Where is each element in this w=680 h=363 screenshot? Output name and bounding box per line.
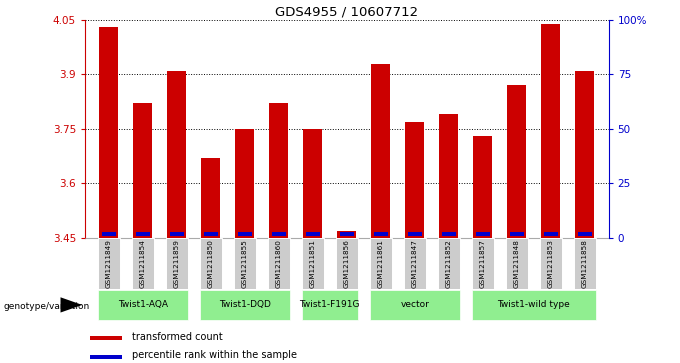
Text: GSM1211857: GSM1211857: [480, 239, 486, 287]
Bar: [541, 24, 560, 238]
Text: vector: vector: [401, 300, 429, 309]
Text: GSM1211855: GSM1211855: [242, 239, 248, 287]
Bar: [472, 290, 596, 319]
Text: Twist1-AQA: Twist1-AQA: [118, 300, 168, 309]
Bar: [371, 64, 390, 238]
Bar: [167, 71, 186, 238]
Bar: [506, 238, 528, 289]
Text: GSM1211853: GSM1211853: [548, 239, 554, 287]
Text: GSM1211858: GSM1211858: [582, 239, 588, 287]
Bar: [133, 103, 152, 238]
Bar: [302, 238, 324, 289]
Bar: [269, 103, 288, 238]
Text: GSM1211851: GSM1211851: [310, 239, 316, 287]
Bar: [510, 232, 524, 236]
Bar: [540, 238, 562, 289]
Bar: [442, 232, 456, 236]
Bar: [268, 238, 290, 289]
Bar: [102, 232, 116, 236]
Bar: [374, 232, 388, 236]
Bar: [90, 355, 122, 359]
Bar: [272, 232, 286, 236]
Bar: [405, 122, 424, 238]
Text: GSM1211849: GSM1211849: [106, 239, 112, 287]
Bar: [98, 238, 120, 289]
Text: transformed count: transformed count: [132, 332, 223, 342]
Text: GSM1211854: GSM1211854: [140, 239, 146, 287]
Bar: [404, 238, 426, 289]
Bar: [90, 336, 122, 340]
Bar: [302, 290, 358, 319]
Polygon shape: [61, 297, 82, 313]
Bar: [201, 158, 220, 238]
Bar: [370, 238, 392, 289]
Text: GSM1211847: GSM1211847: [412, 239, 418, 287]
Bar: [438, 238, 460, 289]
Text: GSM1211850: GSM1211850: [208, 239, 214, 287]
Bar: [200, 238, 222, 289]
Text: GSM1211848: GSM1211848: [514, 239, 520, 287]
Title: GDS4955 / 10607712: GDS4955 / 10607712: [275, 6, 418, 19]
Text: Twist1-DQD: Twist1-DQD: [219, 300, 271, 309]
Bar: [136, 232, 150, 236]
Bar: [132, 238, 154, 289]
Bar: [544, 232, 558, 236]
Bar: [507, 85, 526, 238]
Bar: [234, 238, 256, 289]
Text: percentile rank within the sample: percentile rank within the sample: [132, 351, 297, 360]
Bar: [575, 71, 594, 238]
Bar: [235, 129, 254, 238]
Text: GSM1211861: GSM1211861: [378, 239, 384, 287]
Bar: [98, 290, 188, 319]
Bar: [204, 232, 218, 236]
Text: GSM1211856: GSM1211856: [344, 239, 350, 287]
Text: genotype/variation: genotype/variation: [3, 302, 90, 311]
Bar: [200, 290, 290, 319]
Bar: [166, 238, 188, 289]
Text: Twist1-F191G: Twist1-F191G: [300, 300, 360, 309]
Text: Twist1-wild type: Twist1-wild type: [498, 300, 570, 309]
Bar: [238, 232, 252, 236]
Bar: [340, 232, 354, 236]
Bar: [472, 238, 494, 289]
Text: GSM1211860: GSM1211860: [276, 239, 282, 287]
Text: GSM1211859: GSM1211859: [174, 239, 180, 287]
Bar: [170, 232, 184, 236]
Bar: [336, 238, 358, 289]
Bar: [306, 232, 320, 236]
Bar: [408, 232, 422, 236]
Bar: [370, 290, 460, 319]
Bar: [337, 231, 356, 238]
Bar: [439, 114, 458, 238]
Bar: [473, 136, 492, 238]
Bar: [574, 238, 596, 289]
Bar: [578, 232, 592, 236]
Bar: [303, 129, 322, 238]
Text: GSM1211852: GSM1211852: [446, 239, 452, 287]
Bar: [99, 27, 118, 238]
Bar: [476, 232, 490, 236]
